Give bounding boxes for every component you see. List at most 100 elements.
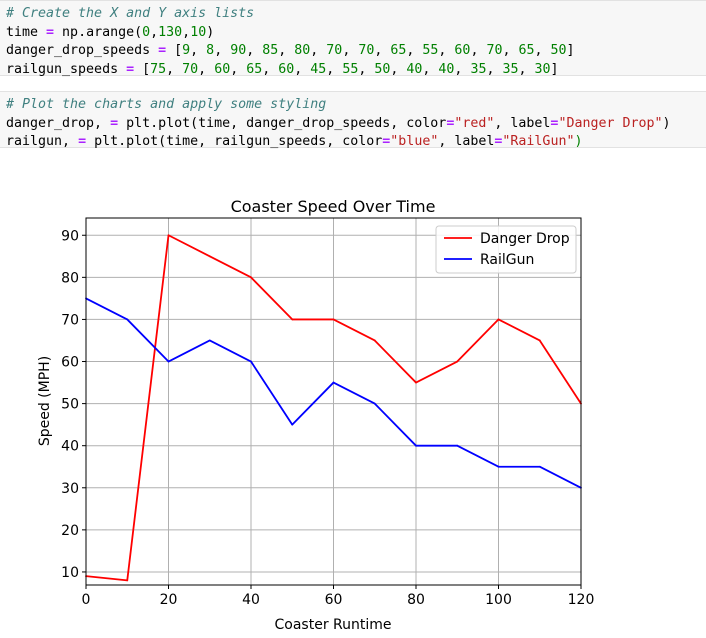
danger-drop-point	[291, 318, 294, 321]
code-token: )	[574, 134, 583, 149]
x-tick-label: 120	[568, 592, 595, 608]
code-token: 85	[262, 43, 279, 58]
code-token: 45	[310, 61, 327, 77]
code-line: # Create the X and Y axis lists	[6, 5, 706, 24]
code-cell-axis-lists[interactable]: # Create the X and Y axis lists time = np…	[0, 0, 706, 77]
code-token: 40	[438, 61, 455, 77]
code-token: ,	[230, 61, 247, 77]
code-token: 55	[342, 61, 359, 77]
y-tick-label: 40	[61, 439, 79, 455]
code-token: 60	[278, 61, 295, 77]
code-token: 75	[150, 61, 167, 77]
code-token: ,	[470, 43, 487, 58]
code-token: 50	[374, 61, 391, 77]
code-token: ,	[454, 61, 471, 77]
code-token: 30	[534, 61, 551, 77]
code-token: ,	[422, 61, 439, 77]
x-tick-label: 40	[242, 592, 260, 608]
y-tick-label: 60	[61, 355, 79, 371]
code-token: =	[110, 115, 119, 131]
code-token: plt.plot(time, railgun_speeds, color	[86, 134, 383, 149]
railgun-point	[291, 423, 294, 426]
code-token: ,	[150, 24, 159, 40]
code-token: 9	[182, 43, 191, 58]
y-tick-label: 70	[61, 312, 79, 328]
railgun-point	[415, 444, 417, 447]
code-token: 70	[326, 43, 343, 58]
code-line: railgun_speeds = [75, 70, 60, 65, 60, 45…	[6, 61, 706, 80]
code-token: "RailGun"	[502, 134, 575, 149]
railgun-point	[538, 465, 541, 468]
code-token: ,	[190, 43, 207, 58]
code-token: ]	[566, 43, 575, 58]
y-tick-label: 20	[61, 523, 79, 539]
code-line: danger_drop_speeds = [9, 8, 90, 85, 80, …	[6, 42, 706, 61]
code-token: # Plot the charts and apply some styling	[6, 97, 327, 112]
code-token: ,	[502, 43, 519, 58]
x-tick-label: 80	[407, 592, 425, 608]
y-axis-ticks: 10 20 30 40 50 60 70 80 90	[61, 228, 86, 581]
legend-label: Danger Drop	[480, 231, 570, 247]
code-token: 70	[486, 43, 503, 58]
danger-drop-point	[415, 381, 417, 384]
code-token: danger_drop,	[6, 115, 111, 131]
code-token: 8	[206, 43, 215, 58]
code-token: 50	[550, 43, 567, 58]
code-token: ,	[534, 43, 551, 58]
railgun-point	[373, 402, 376, 405]
y-tick-label: 80	[61, 270, 79, 286]
code-token: 65	[390, 43, 407, 58]
code-token: ,	[518, 61, 535, 77]
railgun-point	[167, 360, 170, 363]
code-line: # Plot the charts and apply some styling	[6, 96, 706, 115]
code-token: =	[494, 134, 503, 149]
code-line: railgun, = plt.plot(time, railgun_speeds…	[6, 133, 706, 152]
code-token: , label	[494, 115, 551, 131]
code-token: ,	[278, 43, 295, 58]
code-token: =	[550, 115, 559, 131]
code-token: 60	[214, 61, 231, 77]
code-token: # Create the X and Y axis lists	[6, 6, 255, 21]
chart-legend: Danger Drop RailGun	[435, 225, 577, 274]
railgun-point	[456, 444, 459, 447]
x-axis-ticks: 0 20 40 60 80 100 120	[82, 585, 595, 608]
code-token: 35	[470, 61, 487, 77]
railgun-point	[208, 339, 211, 342]
code-token: =	[46, 24, 55, 40]
danger-drop-point	[456, 360, 459, 363]
code-token: "Danger Drop"	[558, 115, 663, 131]
code-cell-plot[interactable]: # Plot the charts and apply some styling…	[0, 91, 706, 149]
code-token: =	[446, 115, 455, 131]
code-token: ,	[326, 61, 343, 77]
code-token: =	[126, 61, 135, 77]
code-token: ,	[438, 43, 455, 58]
code-token: time	[6, 24, 47, 40]
y-axis-label: Speed (MPH)	[37, 356, 53, 446]
legend-label: RailGun	[480, 252, 534, 268]
code-token: )	[206, 24, 215, 40]
code-token: [	[166, 43, 183, 58]
railgun-point	[332, 381, 335, 384]
code-token: , label	[438, 134, 495, 149]
code-token: [	[134, 61, 151, 77]
code-token: 70	[182, 61, 199, 77]
y-tick-label: 50	[61, 397, 79, 413]
danger-drop-point	[497, 318, 500, 321]
railgun-point	[497, 465, 500, 468]
code-token: plt.plot(time, danger_drop_speeds, color	[118, 115, 447, 131]
railgun-point	[250, 360, 252, 363]
chart-title: Coaster Speed Over Time	[231, 197, 436, 216]
code-token: ]	[550, 61, 559, 77]
code-token: danger_drop_speeds	[6, 43, 159, 58]
code-token: 60	[454, 43, 471, 58]
code-token: =	[78, 134, 87, 149]
code-token: ,	[214, 43, 231, 58]
code-token: railgun_speeds	[6, 61, 127, 77]
code-token: ,	[294, 61, 311, 77]
danger-drop-point	[538, 339, 541, 342]
code-token: 80	[294, 43, 311, 58]
code-token: 10	[190, 24, 207, 40]
code-token: railgun,	[6, 134, 79, 149]
code-token: ,	[246, 43, 263, 58]
code-token: ,	[182, 24, 191, 40]
